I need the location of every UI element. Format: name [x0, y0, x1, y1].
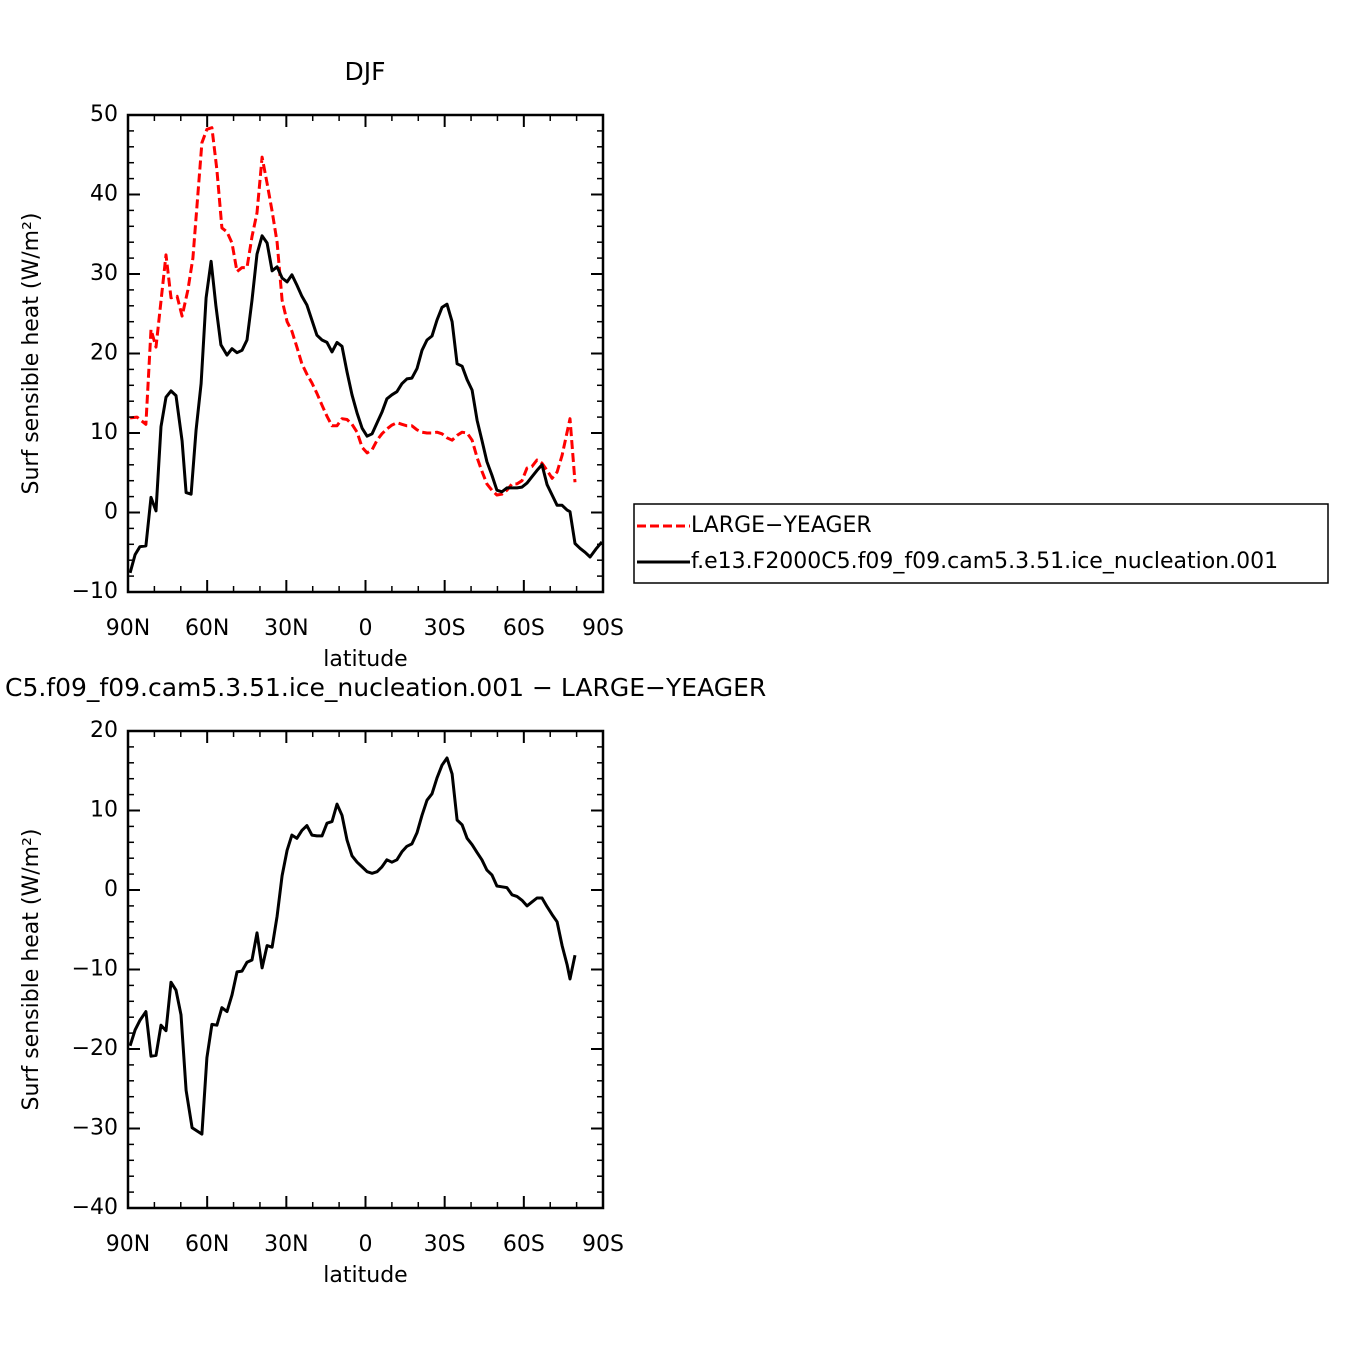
y-tick-label: −40 — [72, 1195, 118, 1220]
x-tick-label: 30N — [264, 1232, 308, 1257]
y-tick-label: −30 — [72, 1116, 118, 1141]
y-tick-label: −10 — [72, 957, 118, 982]
x-tick-label: 60S — [503, 616, 545, 641]
legend-label: LARGE−YEAGER — [691, 513, 872, 538]
data-line — [129, 126, 577, 497]
x-tick-label: 30N — [264, 616, 308, 641]
data-line — [128, 756, 577, 1136]
y-tick-label: 10 — [90, 420, 118, 445]
y-axis-label: Surf sensible heat (W/m²) — [19, 213, 44, 495]
x-tick-label: 60N — [185, 616, 229, 641]
y-tick-label: −10 — [72, 579, 118, 604]
y-tick-label: 0 — [104, 500, 118, 525]
y-tick-label: 20 — [90, 718, 118, 743]
plot-frame — [126, 729, 605, 1210]
y-tick-label: 0 — [104, 877, 118, 902]
x-tick-label: 30S — [424, 616, 466, 641]
x-axis-label: latitude — [323, 1263, 407, 1288]
chart-title: C5.f09_f09.cam5.3.51.ice_nucleation.001 … — [5, 673, 766, 702]
x-tick-label: 90S — [582, 1232, 624, 1257]
x-tick-label: 60S — [503, 1232, 545, 1257]
x-tick-label: 90N — [106, 616, 150, 641]
y-tick-label: 50 — [90, 102, 118, 127]
x-tick-label: 30S — [424, 1232, 466, 1257]
x-tick-label: 0 — [359, 616, 373, 641]
x-axis-label: latitude — [323, 647, 407, 672]
y-tick-label: 40 — [90, 182, 118, 207]
y-tick-label: 10 — [90, 798, 118, 823]
legend-label: f.e13.F2000C5.f09_f09.cam5.3.51.ice_nucl… — [691, 549, 1278, 574]
legend-box — [633, 503, 1329, 584]
chart-title: DJF — [344, 57, 385, 86]
y-axis-label: Surf sensible heat (W/m²) — [19, 829, 44, 1111]
x-tick-label: 90S — [582, 616, 624, 641]
y-tick-label: 30 — [90, 261, 118, 286]
y-tick-label: 20 — [90, 341, 118, 366]
x-tick-label: 60N — [185, 1232, 229, 1257]
x-tick-label: 90N — [106, 1232, 150, 1257]
data-line — [128, 234, 604, 574]
x-tick-label: 0 — [359, 1232, 373, 1257]
y-tick-label: −20 — [72, 1036, 118, 1061]
